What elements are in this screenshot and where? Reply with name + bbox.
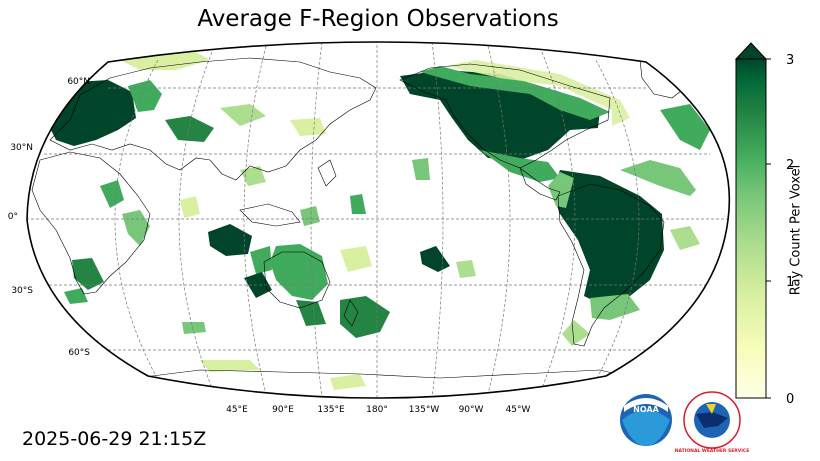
lat-label-30s: 30°S (11, 286, 33, 296)
colorbar-gradient (735, 58, 767, 399)
colorbar-extend-arrow (734, 42, 768, 60)
noaa-logo: NOAA (620, 394, 672, 446)
globe-outline (26, 41, 731, 399)
longitude-labels: 45°E 90°E 135°E 180° 135°W 90°W 45°W (226, 405, 530, 415)
lon-label-90w: 90°W (459, 405, 484, 415)
colorbar-tick-1: 1 (786, 275, 794, 290)
latitude-labels: 60°N 30°N 0° 30°S 60°S (8, 77, 91, 358)
globe (27, 42, 730, 398)
colorbar-tick-3: 3 (786, 53, 794, 68)
coastlines (31, 57, 691, 381)
lat-label-30n: 30°N (10, 143, 33, 153)
map-title: Average F-Region Observations (197, 6, 559, 32)
colorbar: 0 1 2 3 (734, 42, 794, 407)
lon-label-45w: 45°W (506, 405, 531, 415)
lon-label-180: 180° (366, 405, 388, 415)
colorbar-label: Ray Count Per Voxel (788, 164, 804, 296)
timestamp: 2025-06-29 21:15Z (22, 428, 207, 450)
lat-label-60s: 60°S (68, 348, 90, 358)
noaa-logo-text: NOAA (633, 405, 659, 414)
lat-label-60n: 60°N (67, 77, 90, 87)
colorbar-ticks: 0 1 2 3 (786, 53, 794, 407)
colorbar-tick-2: 2 (786, 158, 794, 173)
colorbar-tick-0: 0 (786, 392, 794, 407)
lat-label-0: 0° (8, 212, 18, 222)
lon-label-135e: 135°E (317, 405, 345, 415)
lon-label-45e: 45°E (226, 405, 248, 415)
nws-logo: NATIONAL WEATHER SERVICE (675, 391, 750, 454)
lon-label-135w: 135°W (409, 405, 440, 415)
nws-logo-text: NATIONAL WEATHER SERVICE (675, 448, 750, 454)
lon-label-90e: 90°E (272, 405, 294, 415)
